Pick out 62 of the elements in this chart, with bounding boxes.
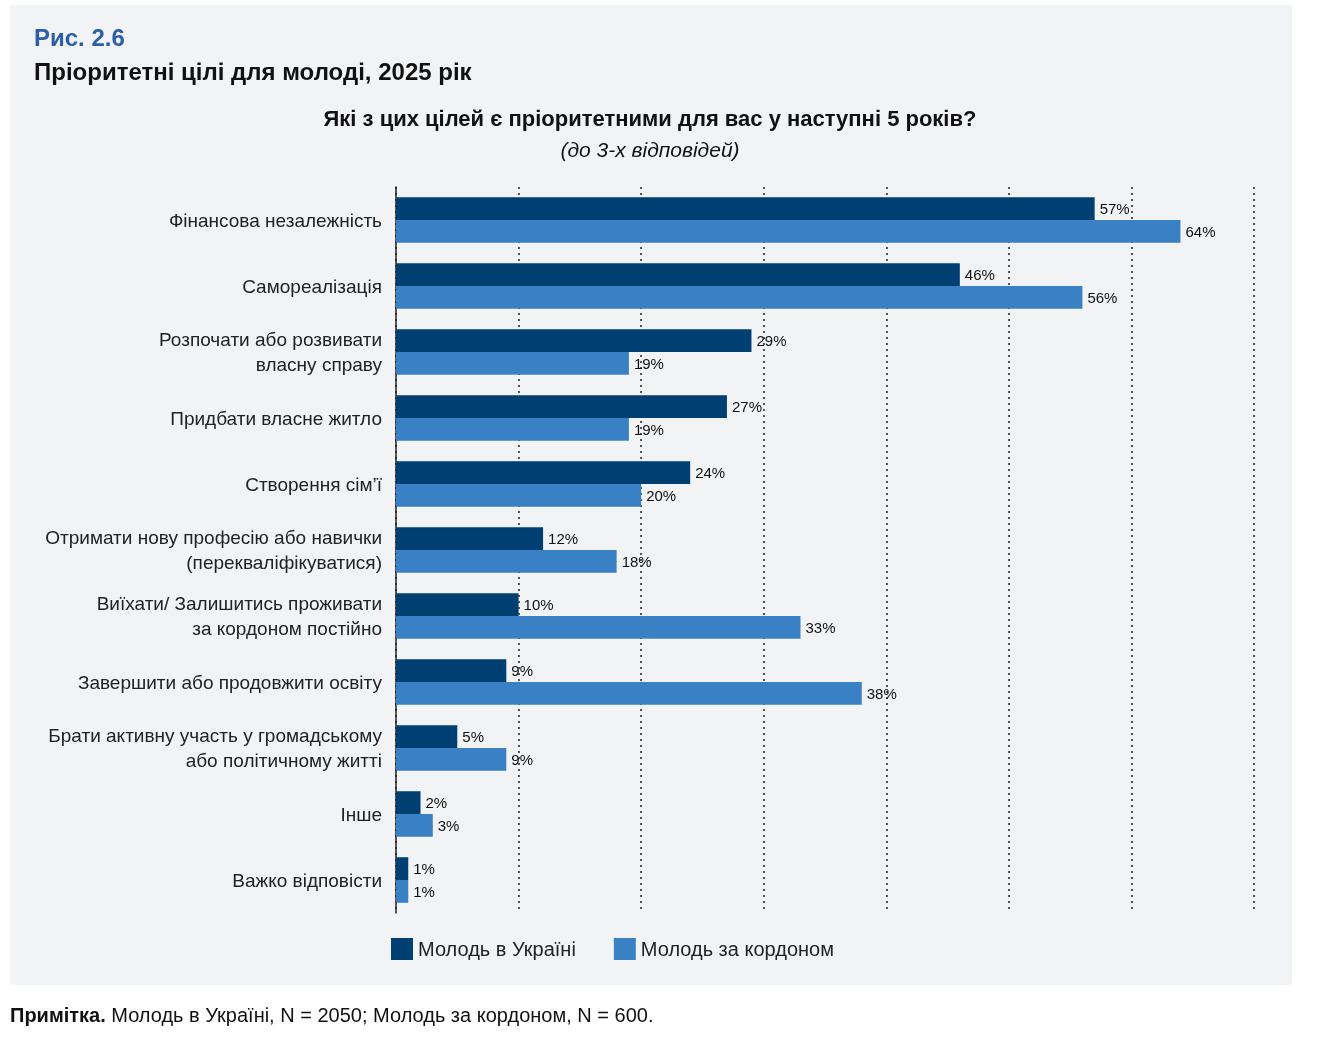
data-label: 57%: [1099, 200, 1130, 218]
data-label: 9%: [511, 662, 533, 680]
data-label: 19%: [633, 420, 664, 438]
bar: [396, 329, 752, 352]
bar: [396, 352, 629, 375]
bar: [396, 791, 421, 814]
data-label: 18%: [621, 552, 652, 570]
bar: [396, 484, 642, 507]
bar: [396, 461, 691, 484]
text: Які з цих цілей є пріоритетними для вас у наступні 5 років?: [322, 106, 978, 132]
y-tick-label: Придбати власне житло: [170, 407, 382, 429]
data-label: 56%: [1087, 288, 1118, 306]
legend-label: Молодь за кордоном: [640, 938, 834, 960]
bar: [396, 418, 629, 441]
y-tick-label: Завершити або продовжити освіту: [77, 671, 383, 693]
y-tick-label: Фінансова незалежність: [168, 209, 383, 231]
data-label: 27%: [731, 398, 762, 416]
y-tick-label: Самореалізація: [242, 275, 382, 297]
legend-label: Молодь в Україні: [418, 938, 576, 960]
bar: [396, 682, 862, 705]
data-label: 64%: [1185, 222, 1216, 240]
bar: [396, 395, 727, 418]
bar: [396, 880, 409, 903]
text: Рис. 2.6: [34, 24, 125, 52]
bar: [396, 286, 1083, 309]
y-tick-label: Інше: [340, 803, 382, 825]
data-label: 3%: [437, 816, 460, 834]
y-tick-label: Брати активну участь у громадському або політичному житті: [48, 725, 383, 771]
bar: [396, 725, 458, 748]
bar: [396, 197, 1095, 220]
bar: [396, 263, 960, 286]
data-label: 46%: [964, 266, 995, 284]
data-label: 33%: [805, 618, 836, 636]
bar: [396, 550, 617, 573]
y-tick-label: Отримати нову професію або навички (перекваліфікуватися): [45, 527, 382, 573]
data-label: 5%: [462, 728, 484, 746]
data-label: 2%: [425, 794, 448, 812]
bar: [396, 593, 519, 616]
data-label: 29%: [756, 332, 787, 350]
data-label: 19%: [633, 354, 664, 372]
data-label: 24%: [695, 464, 726, 482]
data-label: 1%: [413, 860, 435, 878]
y-tick-label: Важко відповісти: [232, 869, 382, 891]
data-label: 10%: [523, 596, 554, 614]
y-tick-label: Створення сім’ї: [245, 473, 383, 495]
bar: [396, 527, 544, 550]
data-label: 1%: [413, 882, 435, 900]
data-label: 38%: [866, 684, 897, 702]
bar: [396, 814, 433, 837]
text: Примітка. Молодь в Україні, N = 2050; Молодь за кордоном, N = 600.: [10, 1004, 654, 1027]
y-tick-label: Розпочати або розвивати власну справу: [159, 329, 383, 375]
y-tick-label: Виїхати/ Залишитись проживати за кордоном постійно: [96, 593, 382, 639]
bar: [396, 659, 507, 682]
data-label: 9%: [511, 750, 533, 768]
bar: [396, 220, 1181, 243]
bar: [396, 857, 409, 880]
bar: [396, 616, 801, 639]
data-label: 20%: [646, 486, 677, 504]
chart-subtitle: Пріоритетні цілі для молоді, 2025 рік: [34, 58, 472, 86]
data-label: 12%: [548, 530, 579, 548]
bar: [396, 748, 507, 771]
text: (до 3-х відповідей): [559, 138, 741, 162]
